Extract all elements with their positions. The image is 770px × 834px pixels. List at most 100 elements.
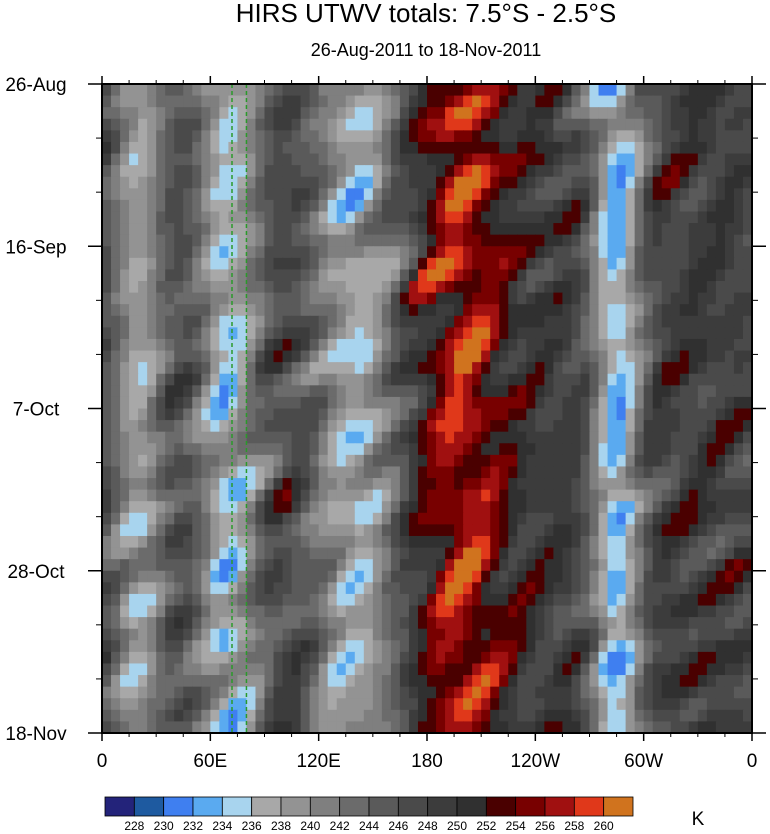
- field-cell: [345, 246, 356, 259]
- colorbar-label: 256: [535, 819, 555, 833]
- field-cell: [336, 269, 347, 282]
- field-cell: [472, 535, 482, 549]
- field-cell: [643, 211, 654, 224]
- field-cell: [544, 454, 554, 468]
- field-cell: [616, 431, 627, 444]
- field-cell: [183, 478, 193, 491]
- field-cell: [463, 304, 473, 317]
- field-cell: [463, 489, 473, 502]
- field-cell: [129, 95, 139, 108]
- field-cell: [138, 107, 148, 120]
- field-cell: [715, 489, 726, 502]
- field-cell: [165, 350, 175, 363]
- field-cell: [445, 512, 455, 525]
- field-cell: [724, 605, 735, 618]
- field-cell: [706, 663, 717, 676]
- field-cell: [309, 118, 320, 131]
- field-cell: [625, 292, 636, 305]
- field-cell: [291, 512, 302, 525]
- field-cell: [517, 721, 527, 734]
- field-cell: [670, 640, 681, 653]
- field-cell: [553, 617, 564, 630]
- field-cell: [327, 501, 338, 514]
- field-cell: [490, 107, 500, 120]
- field-cell: [481, 396, 491, 410]
- field-cell: [643, 559, 654, 572]
- field-cell: [571, 478, 582, 491]
- field-cell: [436, 651, 446, 665]
- field-cell: [454, 663, 464, 676]
- field-cell: [210, 141, 220, 155]
- field-cell: [102, 512, 112, 525]
- field-cell: [733, 535, 744, 549]
- field-cell: [661, 281, 672, 294]
- field-cell: [688, 686, 699, 699]
- field-cell: [138, 443, 148, 456]
- field-cell: [463, 315, 473, 328]
- field-cell: [616, 443, 627, 456]
- field-cell: [336, 223, 347, 236]
- field-cell: [282, 524, 293, 537]
- field-cell: [634, 431, 645, 444]
- field-cell: [318, 721, 329, 734]
- field-cell: [454, 478, 464, 491]
- field-cell: [742, 385, 753, 398]
- field-cell: [273, 315, 284, 328]
- field-cell: [147, 524, 157, 537]
- field-cell: [724, 570, 735, 583]
- field-cell: [427, 292, 437, 305]
- field-cell: [625, 663, 636, 676]
- field-cell: [454, 443, 464, 456]
- field-cell: [526, 675, 536, 688]
- field-cell: [327, 107, 338, 120]
- field-cell: [715, 188, 726, 201]
- field-cell: [390, 176, 401, 189]
- field-cell: [526, 188, 536, 201]
- field-cell: [634, 454, 645, 468]
- field-cell: [174, 570, 184, 583]
- field-cell: [526, 107, 536, 120]
- field-cell: [463, 165, 473, 178]
- field-cell: [544, 570, 554, 583]
- field-cell: [273, 547, 284, 560]
- field-cell: [706, 443, 717, 456]
- field-cell: [616, 385, 627, 398]
- field-cell: [733, 141, 744, 155]
- field-cell: [201, 176, 211, 189]
- field-cell: [481, 686, 491, 699]
- field-cell: [390, 617, 401, 630]
- field-cell: [427, 281, 437, 294]
- field-cell: [165, 165, 175, 178]
- field-cell: [742, 512, 753, 525]
- field-cell: [255, 327, 266, 340]
- field-cell: [291, 304, 302, 317]
- field-cell: [661, 663, 672, 676]
- field-cell: [192, 454, 202, 468]
- field-cell: [237, 686, 248, 699]
- field-cell: [445, 489, 455, 502]
- field-cell: [571, 350, 582, 363]
- field-cell: [291, 188, 302, 201]
- colorbar-swatch: [573, 796, 605, 817]
- field-cell: [165, 234, 175, 247]
- field-cell: [390, 570, 401, 583]
- field-cell: [300, 408, 311, 421]
- field-cell: [399, 130, 410, 143]
- field-cell: [408, 385, 419, 398]
- x-tick-label: 180: [411, 751, 443, 772]
- field-cell: [508, 385, 518, 398]
- field-cell: [237, 269, 248, 282]
- field-cell: [508, 327, 518, 340]
- field-cell: [679, 420, 690, 433]
- field-cell: [399, 686, 410, 699]
- field-cell: [417, 466, 428, 479]
- field-cell: [670, 593, 681, 607]
- field-cell: [706, 362, 717, 375]
- field-cell: [535, 107, 545, 120]
- field-cell: [219, 408, 229, 421]
- field-cell: [174, 686, 184, 699]
- field-cell: [463, 107, 473, 120]
- field-cell: [562, 95, 573, 108]
- field-cell: [111, 721, 121, 734]
- field-cell: [219, 281, 229, 294]
